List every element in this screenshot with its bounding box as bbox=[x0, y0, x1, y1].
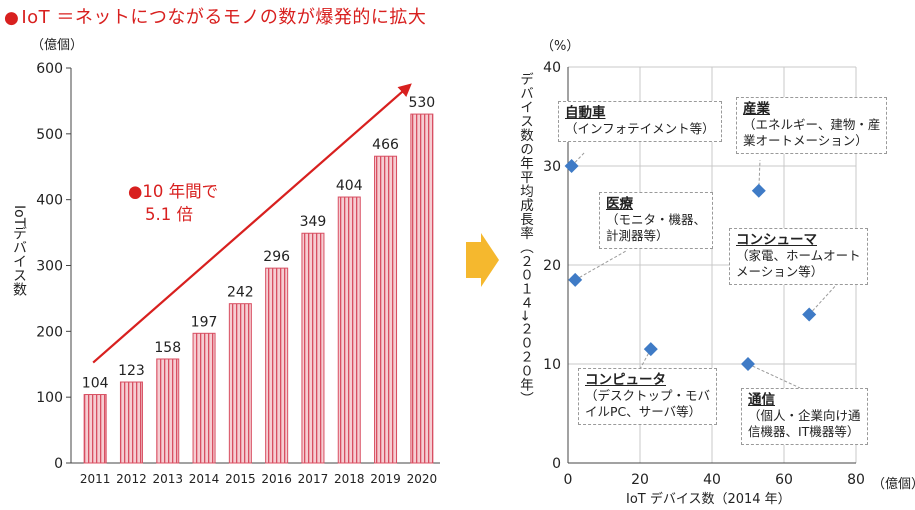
x-tick-label: 2011 bbox=[80, 472, 111, 486]
callout-consumer: コンシューマ （家電、ホームオート メーション等） bbox=[729, 228, 868, 285]
bar-value-label: 158 bbox=[154, 340, 181, 356]
scatter-y-unit: （%） bbox=[541, 39, 580, 54]
data-point bbox=[564, 159, 579, 173]
x-tick-label: 0 bbox=[564, 472, 573, 488]
callout-title: 自動車 bbox=[565, 105, 606, 121]
bar bbox=[192, 332, 216, 464]
callout-computer: コンピュータ （デスクトップ・モバ イルPC、サーバ等） bbox=[578, 368, 718, 425]
callout-leader-line bbox=[747, 363, 801, 389]
bar-value-label: 530 bbox=[408, 95, 435, 111]
y-tick-label: 30 bbox=[543, 159, 561, 175]
flow-arrow-icon bbox=[466, 233, 499, 287]
bar-value-label: 466 bbox=[372, 137, 399, 153]
x-tick-label: 2015 bbox=[225, 472, 256, 486]
bullet-icon: ● bbox=[4, 8, 20, 28]
bar-value-label: 296 bbox=[263, 249, 290, 265]
title-text: IoT ＝ネットにつながるモノの数が爆発的に拡大 bbox=[21, 7, 427, 28]
figure-title: ● IoT ＝ネットにつながるモノの数が爆発的に拡大 bbox=[4, 3, 426, 29]
x-tick-label: 2016 bbox=[261, 472, 292, 486]
callout-detail: （個人・企業向け通 信機器、IT機器等） bbox=[748, 408, 861, 439]
callout-leader-line bbox=[639, 348, 652, 370]
bar bbox=[156, 358, 180, 464]
data-point bbox=[643, 342, 658, 357]
callout-title: コンピュータ bbox=[585, 372, 666, 388]
callout-title: コンシューマ bbox=[736, 232, 817, 248]
y-tick-label: 300 bbox=[36, 259, 63, 275]
bar-chart: 0 100 200 300 400 500 600 104 2011 123 2012 158 2013… bbox=[36, 61, 440, 486]
callout-medical: 医療 （モニタ・機器、 計測器等） bbox=[599, 192, 714, 249]
bar-y-unit: （億個） bbox=[31, 38, 84, 53]
bar bbox=[301, 232, 325, 464]
growth-annotation-line1: ●10 年間で bbox=[128, 182, 219, 201]
callout-title: 産業 bbox=[743, 101, 770, 117]
x-tick-label: 40 bbox=[703, 472, 721, 488]
data-point bbox=[741, 357, 755, 371]
y-tick-label: 20 bbox=[543, 258, 561, 274]
callout-leader-line bbox=[808, 282, 839, 315]
x-tick-label: 2012 bbox=[116, 472, 147, 486]
bar bbox=[374, 155, 398, 464]
callout-detail: （インフォテイメント等） bbox=[565, 121, 715, 136]
x-tick-label: 2014 bbox=[189, 472, 220, 486]
bar-value-label: 404 bbox=[336, 178, 363, 194]
callout-leader-line bbox=[571, 151, 586, 167]
growth-annotation-line2: 5.1 倍 bbox=[145, 205, 193, 224]
growth-arrow-icon bbox=[92, 83, 412, 364]
scatter-x-axis-title: IoT デバイス数（2014 年） bbox=[626, 492, 791, 507]
callout-title: 通信 bbox=[748, 392, 775, 408]
x-tick-label: 2013 bbox=[152, 472, 183, 486]
callout-detail: （エネルギー、建物・産 業オートメーション） bbox=[743, 117, 881, 148]
x-tick-label: 60 bbox=[775, 472, 793, 488]
bar-value-label: 104 bbox=[82, 376, 109, 392]
data-point bbox=[802, 307, 817, 322]
callout-detail: （モニタ・機器、 計測器等） bbox=[606, 212, 707, 243]
y-tick-label: 400 bbox=[36, 193, 63, 209]
callout-telecom: 通信 （個人・企業向け通 信機器、IT機器等） bbox=[741, 388, 868, 445]
y-tick-label: 500 bbox=[36, 127, 63, 143]
bar bbox=[228, 303, 252, 464]
x-tick-label: 20 bbox=[631, 472, 649, 488]
x-tick-label: 2018 bbox=[334, 472, 365, 486]
y-tick-label: 40 bbox=[543, 60, 561, 76]
bar bbox=[265, 267, 289, 464]
x-tick-label: 80 bbox=[847, 472, 865, 488]
x-tick-label: 2017 bbox=[298, 472, 329, 486]
scatter-x-unit: （億個） bbox=[872, 477, 915, 492]
callout-detail: （デスクトップ・モバ イルPC、サーバ等） bbox=[585, 388, 711, 419]
bar bbox=[410, 113, 434, 464]
scatter-y-axis-title: デバイス数の年平均成長率（２０１４→２０２０年） bbox=[517, 72, 533, 406]
callout-automobile: 自動車 （インフォテイメント等） bbox=[558, 101, 722, 142]
bar bbox=[337, 196, 361, 464]
y-tick-label: 100 bbox=[36, 390, 63, 406]
callout-detail: （家電、ホームオート メーション等） bbox=[736, 248, 861, 279]
y-tick-label: 0 bbox=[552, 456, 561, 472]
data-point bbox=[568, 272, 583, 287]
bar-value-label: 349 bbox=[300, 214, 327, 230]
y-tick-label: 0 bbox=[54, 456, 63, 472]
bar-value-label: 242 bbox=[227, 285, 254, 301]
y-tick-label: 10 bbox=[543, 357, 561, 373]
bar bbox=[83, 394, 107, 464]
bar-value-label: 123 bbox=[118, 363, 145, 379]
callout-title: 医療 bbox=[606, 196, 633, 212]
x-tick-label: 2019 bbox=[370, 472, 401, 486]
bar-y-axis-title: IoTデバイス数 bbox=[11, 205, 27, 297]
x-tick-label: 2020 bbox=[407, 472, 438, 486]
bar-value-label: 197 bbox=[191, 314, 218, 330]
data-point bbox=[751, 183, 766, 198]
callout-industry: 産業 （エネルギー、建物・産 業オートメーション） bbox=[736, 97, 888, 154]
bar bbox=[119, 381, 143, 464]
y-tick-label: 200 bbox=[36, 324, 63, 340]
y-tick-label: 600 bbox=[36, 61, 63, 77]
